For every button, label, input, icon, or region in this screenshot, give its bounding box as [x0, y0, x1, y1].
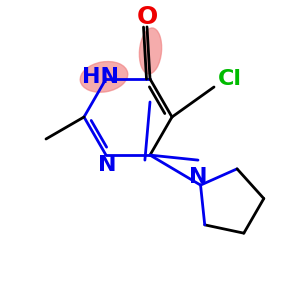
Text: Cl: Cl [218, 69, 242, 89]
Text: O: O [136, 5, 158, 29]
Text: N: N [189, 167, 208, 187]
Text: N: N [98, 155, 116, 175]
Text: HN: HN [82, 67, 118, 87]
Ellipse shape [80, 61, 128, 92]
Ellipse shape [140, 28, 162, 74]
